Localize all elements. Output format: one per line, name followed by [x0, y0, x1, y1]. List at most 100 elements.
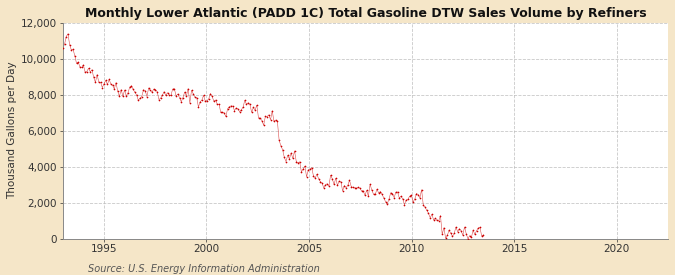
Point: [288, 156, 298, 161]
Point: [430, 216, 441, 221]
Point: [74, 65, 85, 69]
Point: [454, 227, 465, 231]
Point: [456, 229, 466, 233]
Point: [322, 182, 333, 186]
Point: [93, 80, 104, 85]
Point: [194, 100, 205, 104]
Point: [311, 172, 322, 177]
Point: [308, 174, 319, 178]
Point: [439, 226, 450, 230]
Point: [464, 233, 475, 238]
Point: [111, 81, 122, 85]
Point: [107, 83, 118, 87]
Point: [425, 216, 435, 220]
Point: [134, 96, 145, 100]
Point: [205, 91, 216, 96]
Point: [250, 108, 261, 112]
Point: [267, 109, 277, 113]
Point: [255, 116, 266, 120]
Point: [382, 202, 393, 206]
Point: [183, 86, 194, 91]
Point: [180, 90, 190, 94]
Point: [162, 90, 173, 95]
Point: [198, 93, 209, 98]
Point: [373, 191, 384, 195]
Point: [272, 119, 283, 123]
Point: [263, 113, 274, 117]
Point: [114, 94, 125, 98]
Point: [227, 104, 238, 108]
Point: [332, 183, 343, 188]
Point: [161, 93, 171, 98]
Point: [356, 189, 367, 193]
Point: [452, 229, 463, 234]
Point: [341, 185, 352, 190]
Point: [186, 88, 197, 93]
Point: [217, 110, 228, 115]
Point: [396, 194, 406, 199]
Point: [219, 111, 230, 115]
Point: [273, 138, 284, 142]
Point: [412, 192, 423, 197]
Point: [191, 95, 202, 100]
Point: [190, 95, 200, 99]
Point: [71, 61, 82, 66]
Point: [377, 192, 387, 197]
Point: [240, 98, 250, 103]
Point: [246, 110, 257, 114]
Point: [123, 90, 134, 95]
Point: [427, 212, 437, 216]
Point: [428, 218, 439, 222]
Point: [176, 100, 187, 104]
Point: [97, 85, 108, 90]
Point: [469, 232, 480, 237]
Point: [80, 70, 90, 74]
Point: [364, 182, 375, 186]
Point: [200, 99, 211, 103]
Point: [300, 164, 310, 168]
Point: [126, 84, 137, 88]
Point: [303, 168, 314, 172]
Point: [313, 176, 324, 181]
Point: [90, 80, 101, 84]
Point: [389, 196, 400, 200]
Point: [210, 98, 221, 102]
Point: [461, 232, 472, 236]
Point: [459, 225, 470, 229]
Point: [423, 211, 434, 215]
Point: [392, 190, 403, 194]
Point: [298, 167, 308, 171]
Point: [73, 60, 84, 64]
Point: [95, 80, 106, 84]
Point: [348, 185, 358, 190]
Point: [102, 82, 113, 87]
Point: [411, 191, 422, 196]
Point: [152, 90, 163, 94]
Point: [146, 90, 157, 94]
Point: [284, 157, 295, 161]
Point: [112, 89, 123, 94]
Point: [466, 235, 477, 240]
Point: [478, 233, 489, 237]
Point: [68, 47, 78, 51]
Point: [225, 104, 236, 108]
Point: [171, 94, 182, 98]
Point: [253, 116, 264, 120]
Point: [446, 231, 456, 235]
Point: [215, 110, 226, 115]
Point: [475, 225, 485, 230]
Point: [296, 170, 307, 174]
Point: [133, 98, 144, 103]
Point: [184, 101, 195, 105]
Point: [443, 228, 454, 232]
Point: [121, 94, 132, 98]
Point: [138, 87, 149, 92]
Point: [301, 175, 312, 179]
Point: [420, 205, 431, 209]
Point: [66, 48, 77, 52]
Point: [109, 87, 119, 91]
Point: [232, 107, 243, 111]
Point: [221, 114, 232, 119]
Point: [394, 196, 405, 200]
Point: [178, 95, 188, 100]
